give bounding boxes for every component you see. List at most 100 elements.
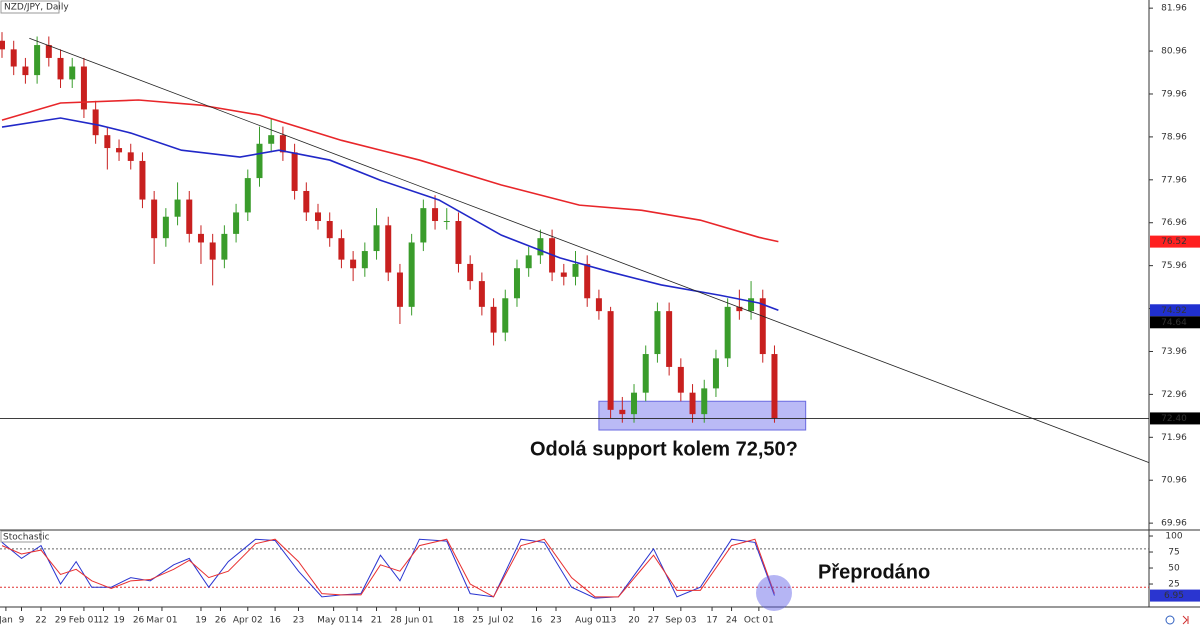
candle-body [560, 272, 567, 277]
x-tick-label: 21 [371, 616, 382, 626]
candle-body [724, 306, 731, 359]
y-tick-label: 72.96 [1161, 390, 1187, 400]
y-tick-label: 79.96 [1161, 89, 1187, 99]
x-tick-label: 16 [531, 616, 543, 626]
candle-body [45, 45, 52, 58]
price-tag [1150, 304, 1200, 317]
candle-body [268, 135, 275, 144]
candle-body [748, 298, 755, 312]
candle-body [197, 233, 204, 243]
candle-body [57, 57, 64, 80]
x-tick-label: 12 [98, 616, 109, 626]
x-tick-label: 19 [195, 616, 207, 626]
y-tick-label: 77.96 [1161, 175, 1187, 185]
candle-body [256, 143, 263, 179]
candle-body [10, 49, 17, 67]
x-tick-label: 18 [453, 616, 465, 626]
candle-body [759, 298, 766, 355]
candle-body [607, 311, 614, 410]
candle-body [186, 199, 193, 234]
candle-body [315, 212, 322, 222]
candle-body [572, 263, 579, 277]
x-tick-label: Jan [0, 616, 13, 626]
candle-body [291, 152, 298, 191]
x-tick-label: May 01 [317, 616, 350, 626]
candle-body [478, 281, 485, 307]
y-tick-label: 25 [1168, 580, 1179, 590]
candle-body [432, 208, 439, 222]
icon [1182, 615, 1189, 625]
candle-body [326, 221, 333, 239]
icon [1165, 615, 1175, 625]
price-tag-label: 74.64 [1161, 318, 1187, 328]
x-tick-label: Apr 02 [233, 616, 263, 626]
x-tick-label: 16 [269, 616, 281, 626]
candle-body [373, 225, 380, 252]
x-tick-label: Sep 03 [665, 616, 696, 626]
candle-body [666, 311, 673, 367]
candle-body [80, 66, 87, 110]
candle-body [361, 251, 368, 269]
candle-body [654, 311, 661, 355]
highlight-circle [756, 575, 792, 611]
y-tick-label: 100 [1165, 532, 1182, 542]
candle-body [0, 40, 5, 50]
candle-body [279, 135, 286, 153]
trendline [29, 37, 1150, 463]
panel-title-box [0, 530, 42, 543]
y-tick-label: 50 [1168, 564, 1180, 574]
candle-body [174, 199, 181, 217]
candle-body [151, 199, 158, 239]
candle-body [233, 212, 240, 234]
candle-body [736, 306, 743, 312]
x-tick-label: 28 [390, 616, 402, 626]
y-tick-label: 75 [1168, 548, 1179, 558]
x-tick-label: 25 [472, 616, 483, 626]
candle-body [127, 152, 134, 161]
x-tick-label: 22 [35, 616, 46, 626]
x-tick-label: 9 [19, 616, 25, 626]
x-tick-label: 29 [55, 616, 67, 626]
y-tick-label: 81.96 [1161, 4, 1187, 14]
candle-body [631, 392, 638, 415]
candle-body [303, 190, 310, 213]
candle-body [619, 409, 626, 415]
candle-body [701, 388, 708, 415]
footer-icons [1182, 615, 1189, 625]
annotation: Odolá support kolem 72,50? [530, 438, 798, 460]
candle-body [771, 354, 778, 419]
x-tick-label: 20 [628, 616, 640, 626]
x-tick-label: Jun 01 [404, 616, 433, 626]
candle-body [385, 225, 392, 273]
candle-body [221, 233, 228, 260]
candle-body [595, 298, 602, 312]
candle-body [338, 238, 345, 260]
candle-body [525, 255, 532, 269]
candle-body [162, 216, 169, 239]
x-tick-label: 27 [648, 616, 659, 626]
candle-body [116, 148, 123, 153]
y-tick-label: 69.96 [1161, 519, 1187, 529]
candle-body [677, 366, 684, 393]
stochastic-line [1, 538, 775, 598]
candle-body [34, 45, 41, 76]
candle-body [104, 135, 111, 149]
panel-title: Stochastic [3, 533, 50, 543]
price-tag [1150, 412, 1200, 425]
price-tag [1150, 235, 1200, 248]
candle-body [139, 160, 146, 200]
x-tick-label: 23 [550, 616, 561, 626]
candle-body [513, 268, 520, 299]
candle-body [502, 298, 509, 333]
title-box [0, 0, 60, 14]
value-tag-label: 6.95 [1164, 591, 1184, 601]
x-tick-label: 23 [293, 616, 304, 626]
candle-body [22, 66, 29, 76]
value-tag [1150, 589, 1200, 602]
price-tag-label: 74.92 [1161, 306, 1187, 316]
x-tick-label: 13 [605, 616, 616, 626]
chart-title: NZD/JPY, Daily [4, 3, 69, 13]
